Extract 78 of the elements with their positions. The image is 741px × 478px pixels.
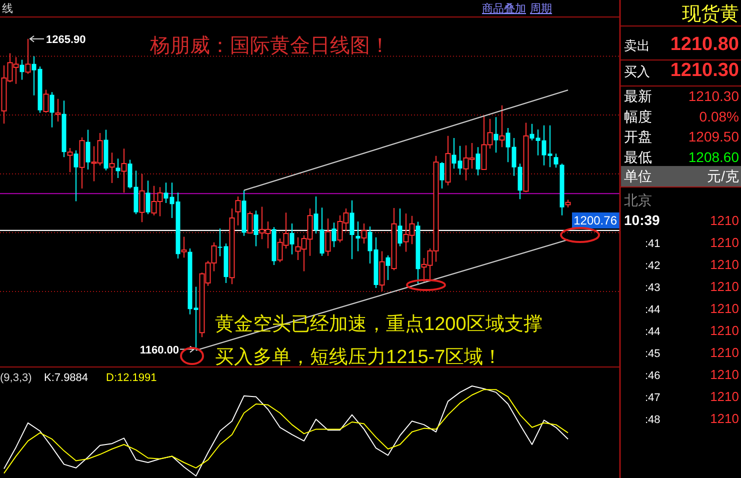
annotation: 买入多单，短线压力1215-7区域！ [215,347,502,368]
category-label: 最新 [624,88,652,104]
text: 元/克 [707,168,739,184]
text: 1209.50 [688,128,739,145]
candlestick [139,173,145,223]
candlestick [25,38,31,74]
candlestick [499,104,505,148]
candlestick [476,146,480,176]
category-label: :47 [645,392,660,404]
candlestick [146,180,150,215]
candlestick [86,129,90,170]
candlestick [440,162,444,190]
candlestick [116,158,120,178]
text: 1210 [710,301,739,316]
category-label: 最低 [624,148,652,165]
text: 1210 [710,345,739,360]
text: 1210 [710,279,739,294]
candlestick [379,250,385,292]
category-label: 买入 [624,64,650,79]
candlestick [109,152,115,184]
text: 1210 [710,257,739,272]
candlestick [74,150,78,202]
category-label: :44 [645,326,660,338]
annotation: 1160.00 [140,344,179,356]
text: 0.08% [699,108,739,124]
category-label: :42 [645,260,660,272]
text: 周期 [530,3,552,15]
category-label: :48 [645,414,660,426]
text: 1210 [710,323,739,338]
candlestick [181,236,187,258]
candlestick [43,89,49,114]
category-label: :46 [645,370,660,382]
candlestick [350,200,354,260]
candlestick [235,196,241,226]
category-label: 幅度 [624,108,652,124]
category-label: :43 [645,282,660,294]
text: K:7.9884 [44,372,88,384]
text: 杨朋威：国际黄金日线图！ [149,35,390,57]
candlestick [50,92,54,128]
candlestick [332,222,336,248]
category-label: 10:39 [624,212,660,228]
text: D:12.1991 [106,372,157,384]
text: 商品叠加 [482,2,526,15]
candlestick [254,210,258,247]
text: 1210 [710,389,739,404]
candlestick [20,59,24,80]
text: 1210 [710,213,739,228]
category-label: :41 [645,238,660,250]
category-label: 卖出 [624,38,650,53]
candlestick [247,210,253,234]
text: 线 [2,2,13,15]
candlestick [121,148,127,194]
text: 1210.30 [688,88,739,104]
candlestick [290,223,294,255]
chart-title: (9,3,3) [0,372,32,384]
candlestick [67,147,73,173]
candlestick [55,98,61,122]
candlestick [325,218,331,256]
text: 1208.60 [688,148,739,165]
text: 1210 [710,235,739,250]
category-label: 开盘 [624,128,652,145]
candlestick [398,208,402,247]
candlestick [361,223,367,244]
text: 1210 [710,367,739,382]
annotation: 1265.90 [46,34,86,46]
category-label: 北京 [624,192,652,208]
candlestick [554,153,558,168]
text: 1210 [710,411,739,426]
text: 1210.80 [670,34,739,55]
candlestick [356,220,360,252]
category-label: 单位 [624,168,652,184]
category-label: :45 [645,348,660,360]
ref-line-label: 1200.76 [574,213,618,228]
text: 1210.30 [670,60,739,81]
text: 现货黄 [682,4,739,25]
candlestick [386,254,390,281]
candlestick [494,116,498,154]
category-label: :44 [645,304,660,316]
